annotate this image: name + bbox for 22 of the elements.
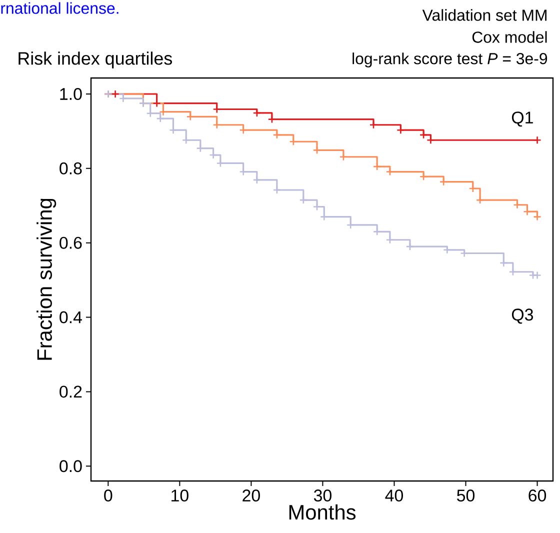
y-axis-title: Fraction surviving xyxy=(36,198,56,360)
y-tick-label: 1.0 xyxy=(60,88,82,100)
x-tick-label: 30 xyxy=(314,490,332,502)
text: log-rank score test P = 3e-9 xyxy=(352,52,548,68)
x-tick-label: 20 xyxy=(242,490,260,502)
y-tick-label: 0.0 xyxy=(60,460,82,472)
x-tick-label: 40 xyxy=(385,490,403,502)
y-tick-label: 0.4 xyxy=(60,311,82,324)
x-tick-label: 60 xyxy=(528,490,546,502)
series-label: Q3 xyxy=(512,308,534,324)
text: rnational license. xyxy=(1,2,118,14)
text: Validation set MM xyxy=(422,9,546,21)
y-tick-label: 0.2 xyxy=(60,386,82,398)
y-tick-label: 0.6 xyxy=(60,236,82,249)
legend-title: Risk index quartiles xyxy=(18,52,172,68)
series-label: Q1 xyxy=(512,112,533,127)
x-axis-title: Months xyxy=(289,504,356,520)
text: Cox model xyxy=(472,31,547,43)
x-tick-label: 10 xyxy=(172,490,188,502)
x-tick-label: 50 xyxy=(457,490,475,502)
y-tick-label: 0.8 xyxy=(60,162,82,174)
x-tick-label: 0 xyxy=(104,490,112,502)
